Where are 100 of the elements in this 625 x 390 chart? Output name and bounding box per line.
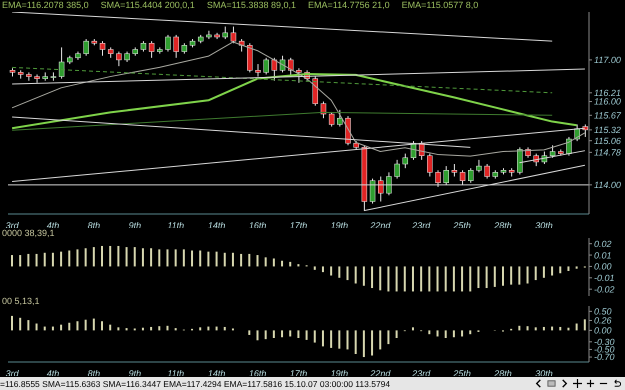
bar [166, 249, 168, 266]
candlestick [263, 57, 269, 75]
bar [444, 330, 447, 338]
bar [142, 328, 144, 330]
bar [158, 326, 160, 330]
candlestick [566, 136, 572, 156]
candlestick [296, 68, 302, 84]
bar [281, 330, 284, 338]
bar [338, 330, 340, 349]
bar [272, 330, 275, 338]
bar [534, 266, 537, 280]
bar [101, 321, 104, 330]
bar [19, 255, 22, 266]
bar [452, 330, 455, 338]
candlestick [427, 153, 433, 178]
bar [84, 248, 87, 266]
bar [551, 326, 554, 330]
bar [518, 266, 520, 285]
bar [174, 249, 177, 266]
bar [256, 255, 258, 266]
bar [314, 330, 316, 343]
text: EMA=116.2078 385,0 [2, 0, 89, 10]
text: EMA=115.0577 8,0 [402, 0, 478, 10]
bar [92, 247, 95, 266]
bar [199, 250, 202, 266]
y-tick-label: 117.00 [594, 55, 621, 66]
y-tick-label: -0.70 [594, 352, 615, 362]
chart-title: 00 5,13,1 [2, 296, 40, 306]
bar [461, 330, 464, 336]
bar [216, 252, 218, 266]
bar [109, 246, 112, 266]
bar [207, 252, 210, 266]
bar [379, 330, 382, 350]
candlestick [116, 51, 122, 67]
bar [371, 266, 374, 288]
bar [469, 266, 472, 292]
bar [224, 326, 226, 330]
y-tick-label: 115.06 [594, 136, 621, 146]
bar [199, 327, 202, 330]
bar [338, 266, 340, 278]
bar [534, 327, 537, 330]
bar [166, 326, 168, 330]
bar [60, 324, 62, 330]
bar [11, 255, 13, 266]
text: EMA=114.7756 21,0 [308, 0, 390, 10]
candlestick [476, 159, 482, 173]
bar [461, 266, 464, 292]
bar [362, 330, 365, 358]
candlestick [452, 164, 458, 178]
text: SMA=115.3838 89,0,1 [206, 0, 296, 10]
chart-title: 0000 38,39,1 [2, 228, 55, 238]
y-tick-label: -0.50 [594, 344, 615, 355]
candlestick [124, 51, 130, 62]
bar [452, 266, 455, 292]
bar [584, 319, 586, 330]
bar [346, 266, 349, 280]
bar [379, 266, 382, 290]
bar [142, 248, 144, 266]
bar [289, 330, 292, 336]
bar [518, 326, 520, 330]
bar [387, 330, 390, 344]
candlestick [173, 34, 179, 58]
bar [248, 254, 250, 266]
bar [134, 247, 136, 266]
bar [444, 266, 447, 292]
candlestick [328, 111, 334, 128]
bar [330, 330, 332, 348]
bar [567, 266, 570, 271]
bar [158, 249, 160, 266]
bar [412, 327, 414, 330]
bar [526, 326, 529, 330]
candlestick [108, 46, 114, 58]
bar [224, 252, 226, 266]
y-tick-label: -0.02 [594, 284, 615, 294]
bar [27, 254, 30, 266]
bar [36, 324, 38, 330]
bar [502, 266, 504, 286]
bar [526, 266, 529, 284]
candlestick [550, 144, 556, 158]
bar [387, 266, 390, 292]
bar [117, 246, 120, 266]
y-tick-label: 0.26 [594, 316, 612, 326]
bar [494, 266, 496, 287]
bar [436, 266, 439, 292]
bar [322, 266, 324, 272]
candlestick [484, 164, 490, 180]
bar [567, 328, 570, 330]
y-tick-label: 0.00 [594, 326, 612, 336]
candlestick [378, 176, 384, 202]
bar [542, 266, 545, 278]
bar [330, 266, 332, 276]
candlestick [370, 178, 376, 204]
bar [264, 257, 267, 266]
bar [469, 330, 472, 334]
bar [428, 266, 430, 292]
candlestick [272, 57, 278, 82]
bar [486, 266, 488, 288]
candlestick [222, 26, 228, 40]
bar [281, 260, 284, 266]
bar [126, 247, 128, 266]
